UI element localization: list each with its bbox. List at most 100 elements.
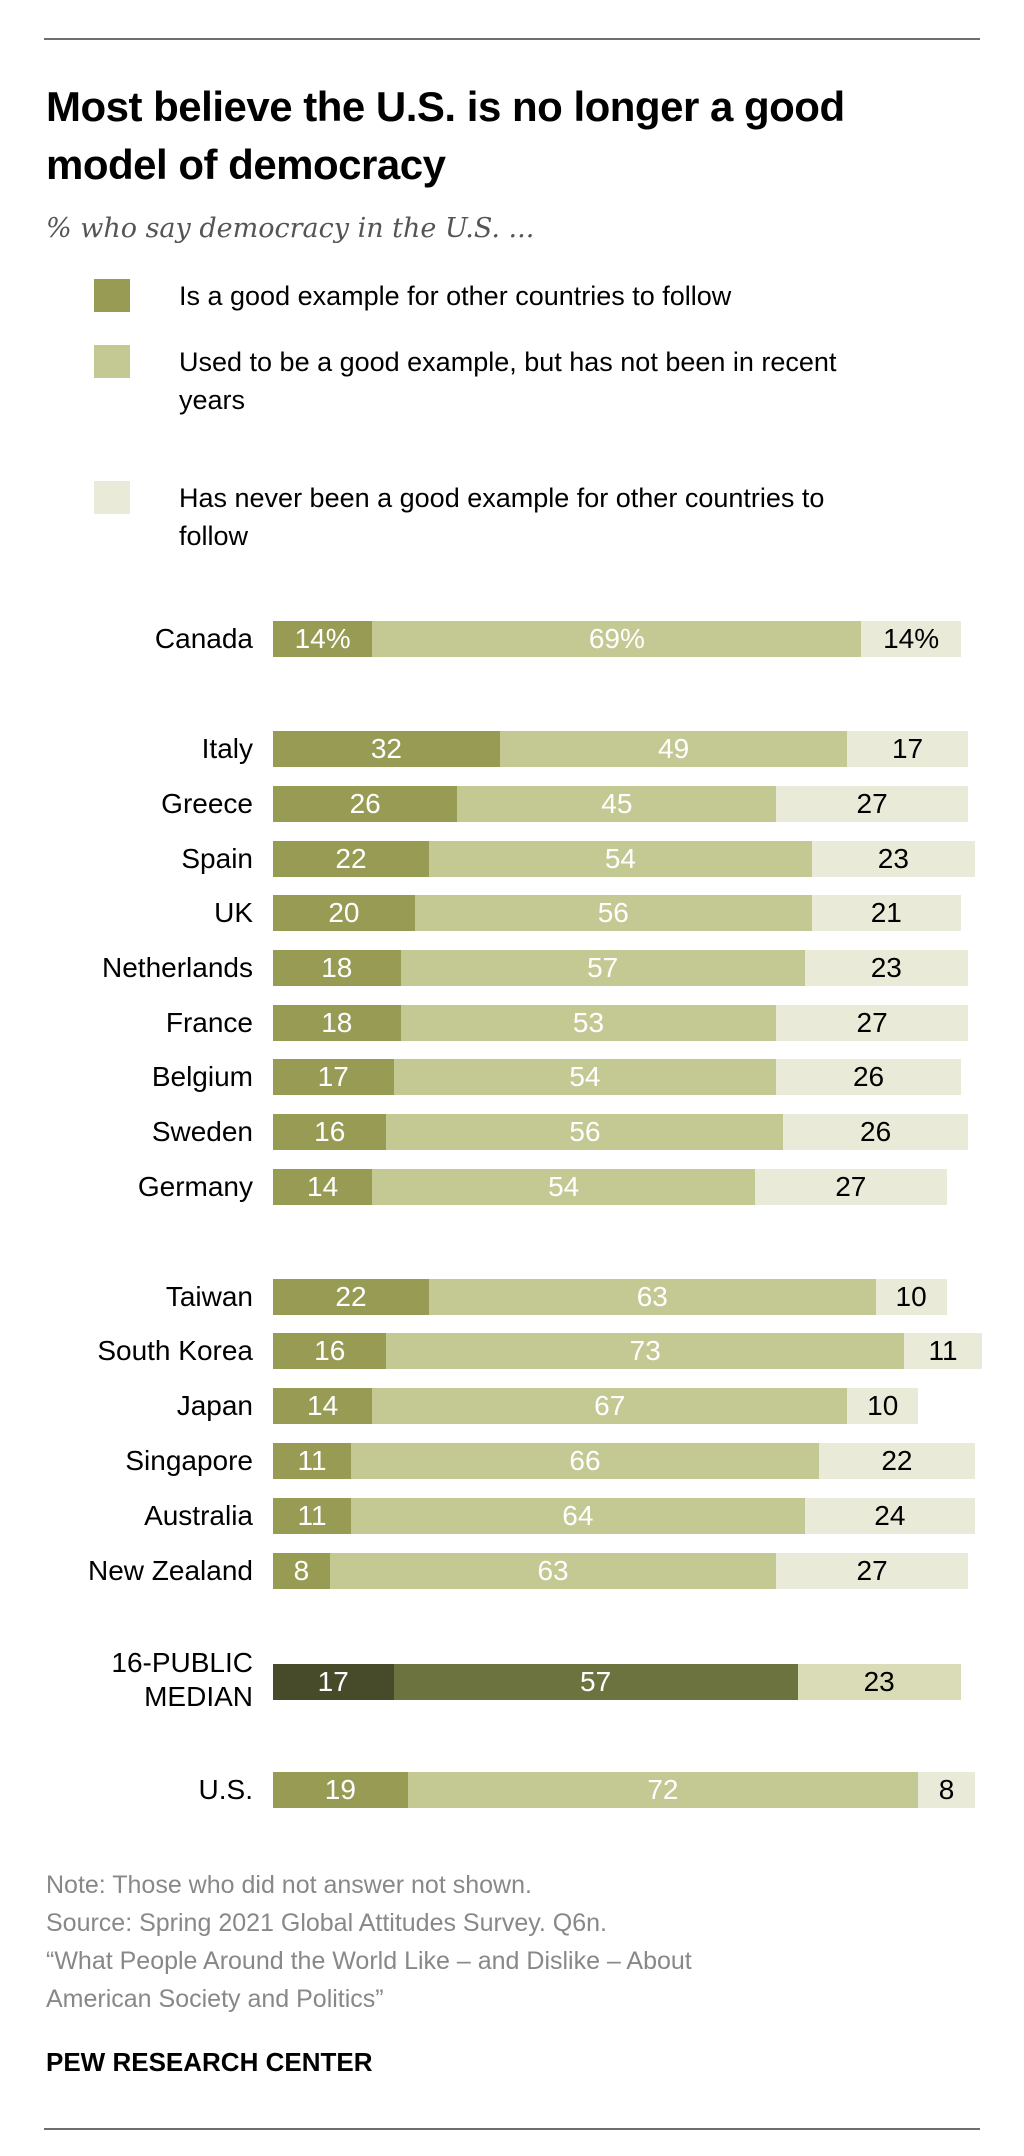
data-label: 49 [658,733,690,764]
bar-segment: 57 [400,950,805,986]
data-label: 20 [328,897,360,928]
bar-segment: 53 [400,1005,777,1041]
data-label: 63 [636,1281,668,1312]
legend-swatch [94,481,130,514]
row-label: New Zealand [88,1555,253,1586]
legend-label: Has never been a good example for other … [179,483,825,551]
note-text: Note: Those who did not answer not shown… [46,1871,532,1899]
legend-swatch [94,279,130,312]
data-label: 54 [548,1171,580,1202]
data-label: 56 [597,897,629,928]
source-text: Source: Spring 2021 Global Attitudes Sur… [46,1909,607,1937]
row-label: Australia [144,1500,253,1531]
data-label: 10 [867,1390,899,1421]
data-label: 32 [370,733,403,764]
data-label: 63 [537,1555,569,1586]
bar-segment: 10 [847,1388,919,1424]
row-label: Spain [181,843,253,874]
bar-segment: 63 [428,1279,876,1315]
data-label: 14% [883,623,940,654]
row-label: Greece [161,788,253,819]
bar-segment: 54 [393,1059,777,1095]
legend-item-used-to-be: Used to be a good example, but has not b… [94,343,899,419]
bar-segment: 19 [273,1772,408,1808]
bar-segment: 45 [457,786,777,822]
data-label: 11 [297,1445,327,1476]
bar-segment: 27 [776,1005,968,1041]
bar-segment: 14% [861,621,961,657]
data-label: 54 [569,1061,601,1092]
data-label: 21 [870,897,902,928]
data-label: 57 [587,952,619,983]
bar-segment: 54 [428,841,812,877]
bar-segment: 10 [875,1279,947,1315]
data-label: 27 [856,1007,888,1038]
data-label: 56 [569,1116,601,1147]
data-label: 22 [335,843,367,874]
pew-logo-text: PEW RESEARCH CENTER [46,2047,373,2077]
data-label: 23 [877,843,909,874]
row-label: Canada [154,623,253,654]
data-label: 26 [852,1061,885,1092]
data-label: 27 [856,1555,888,1586]
row-label: Netherlands [102,952,253,983]
bar-segment: 22 [818,1443,975,1479]
data-label: 8 [293,1555,310,1586]
bar-segment: 22 [273,1279,429,1315]
bar-segment: 56 [386,1114,784,1150]
legend-item-never: Has never been a good example for other … [94,479,879,555]
row-label: Germany [137,1171,253,1202]
data-label: 54 [604,843,636,874]
bar-segment: 18 [273,1005,401,1041]
row-label: Taiwan [165,1281,253,1312]
bar-segment: 69% [372,621,862,657]
bar-segment: 24 [804,1498,975,1534]
bar-segment: 20 [273,895,415,931]
report-title-line2: American Society and Politics” [46,1985,384,2013]
bar-segment: 67 [372,1388,848,1424]
bar-segment: 26 [273,786,458,822]
top-rule [44,38,980,40]
bar-segment: 26 [776,1059,961,1095]
data-label: 24 [874,1500,906,1531]
data-label: 23 [863,1666,895,1697]
bar-segment: 21 [811,895,961,931]
row-label: Italy [201,733,253,764]
bar-segment: 17 [273,1664,394,1700]
data-label: 18 [321,952,353,983]
bar-segment: 73 [386,1333,904,1369]
row-label: France [165,1007,253,1038]
bar-segment: 16 [273,1333,387,1369]
chart-title: Most believe the U.S. is no longer a goo… [46,83,845,188]
row-label: Sweden [151,1116,253,1147]
data-label: 23 [870,952,902,983]
data-label: 19 [324,1774,356,1805]
bar-segment: 11 [273,1498,351,1534]
data-label: 16 [314,1116,346,1147]
bar-segment: 63 [329,1553,777,1589]
bar-segment: 27 [776,1553,968,1589]
data-label: 27 [856,788,888,819]
data-label: 22 [881,1445,913,1476]
bar-segment: 16 [273,1114,387,1150]
data-label: 69% [588,623,645,654]
bar-segment: 23 [804,950,968,986]
legend-item-good-example: Is a good example for other countries to… [94,277,939,315]
bar-segment: 54 [372,1169,756,1205]
bar-segment: 27 [776,786,968,822]
bar-segment: 14% [273,621,373,657]
bar-segment: 26 [783,1114,968,1150]
data-label: 16 [314,1335,346,1366]
bar-segment: 22 [273,841,429,877]
data-label: 8 [938,1774,955,1805]
data-label: 17 [891,733,924,764]
legend-label: Is a good example for other countries to… [179,281,732,311]
data-label: 66 [569,1445,601,1476]
data-label: 53 [572,1007,605,1038]
bar-segment: 17 [273,1059,394,1095]
bar-segment: 66 [350,1443,819,1479]
bar-segment: 72 [407,1772,919,1808]
bar-segment: 18 [273,950,401,986]
legend-label: Used to be a good example, but has not b… [179,347,837,415]
